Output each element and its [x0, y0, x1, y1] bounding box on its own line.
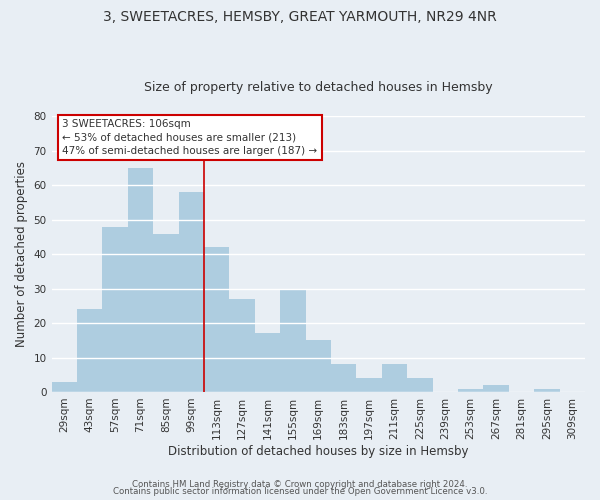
Bar [255, 334, 280, 392]
Bar [153, 234, 179, 392]
Bar [103, 226, 128, 392]
Bar [305, 340, 331, 392]
Bar [458, 388, 484, 392]
Text: 3 SWEETACRES: 106sqm
← 53% of detached houses are smaller (213)
47% of semi-deta: 3 SWEETACRES: 106sqm ← 53% of detached h… [62, 120, 317, 156]
Bar [331, 364, 356, 392]
Bar [128, 168, 153, 392]
Bar [204, 248, 229, 392]
Text: Contains HM Land Registry data © Crown copyright and database right 2024.: Contains HM Land Registry data © Crown c… [132, 480, 468, 489]
X-axis label: Distribution of detached houses by size in Hemsby: Distribution of detached houses by size … [168, 444, 469, 458]
Text: 3, SWEETACRES, HEMSBY, GREAT YARMOUTH, NR29 4NR: 3, SWEETACRES, HEMSBY, GREAT YARMOUTH, N… [103, 10, 497, 24]
Bar [52, 382, 77, 392]
Title: Size of property relative to detached houses in Hemsby: Size of property relative to detached ho… [144, 82, 493, 94]
Bar [229, 299, 255, 392]
Bar [407, 378, 433, 392]
Bar [280, 288, 305, 392]
Bar [382, 364, 407, 392]
Bar [484, 385, 509, 392]
Bar [356, 378, 382, 392]
Bar [179, 192, 204, 392]
Bar [77, 310, 103, 392]
Bar [534, 388, 560, 392]
Y-axis label: Number of detached properties: Number of detached properties [15, 161, 28, 347]
Text: Contains public sector information licensed under the Open Government Licence v3: Contains public sector information licen… [113, 487, 487, 496]
